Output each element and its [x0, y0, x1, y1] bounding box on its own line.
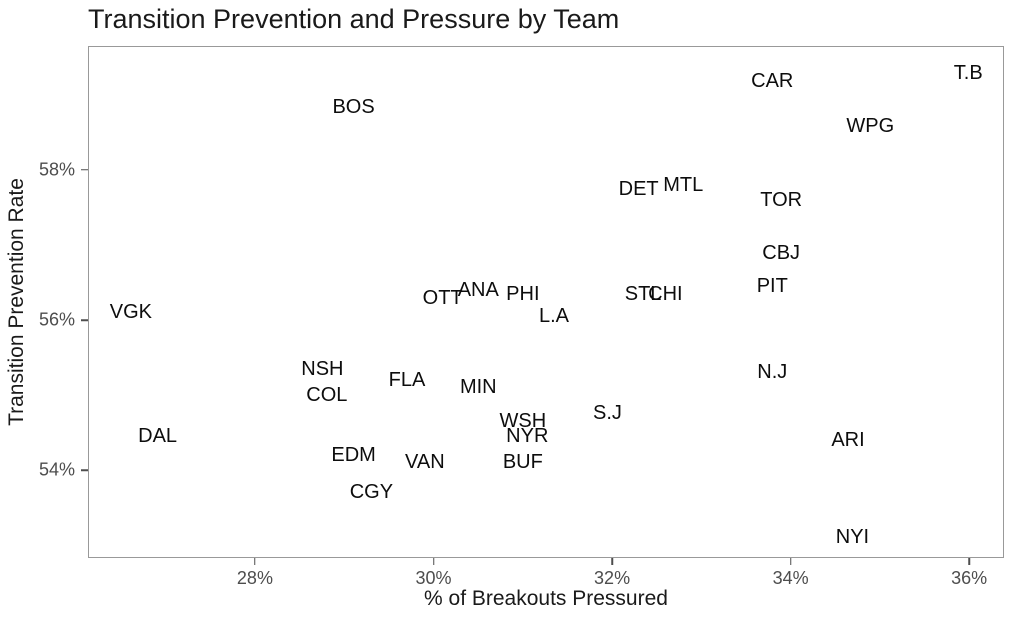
x-tick-label: 28% [236, 568, 273, 588]
team-label-stl: STL [624, 282, 662, 305]
team-label-det: DET [618, 178, 659, 201]
team-label-sj: S.J [593, 402, 622, 425]
x-tick-mark [789, 558, 792, 565]
team-label-cgy: CGY [349, 480, 394, 503]
y-tick-mark [81, 319, 88, 321]
team-label-wpg: WPG [846, 114, 895, 137]
team-label-buf: BUF [502, 451, 543, 474]
team-label-phi: PHI [506, 282, 540, 305]
chart-title: Transition Prevention and Pressure by Te… [88, 4, 620, 34]
x-tick-mark [254, 558, 256, 565]
team-label-col: COL [306, 383, 348, 406]
team-label-mtl: MTL [663, 174, 704, 197]
plot-panel: T.B CAR BOS WPG MTL DET TOR CBJ PIT STL CHI ANA PHI O… [88, 46, 1004, 558]
y-axis: 54% 56% 58% [0, 46, 88, 558]
team-label-ari: ARI [831, 428, 865, 451]
team-label-fla: FLA [388, 368, 426, 391]
y-tick-label: 58% [38, 159, 75, 180]
team-label-nyr: NYR [506, 424, 549, 447]
team-label-tor: TOR [760, 189, 803, 212]
team-label-edm: EDM [331, 443, 376, 466]
team-label-bos: BOS [332, 95, 375, 118]
x-tick-label: 34% [772, 568, 809, 588]
team-label-la: L.A [539, 305, 570, 328]
x-tick-label: 36% [951, 568, 988, 588]
team-label-wsh: WSH [499, 409, 547, 432]
x-tick-label: 32% [594, 568, 631, 588]
x-tick-mark [611, 558, 613, 565]
y-tick-mark [81, 469, 88, 471]
y-tick-label: 54% [38, 459, 75, 480]
x-axis: 28% 30% 32% 34% 36% [88, 558, 1004, 600]
team-label-cbj: CBJ [762, 241, 801, 264]
team-label-ott: OTT [422, 286, 463, 309]
team-label-tb: T.B [953, 62, 983, 85]
team-label-nsh: NSH [301, 357, 344, 380]
team-label-ana: ANA [457, 279, 499, 302]
team-label-nj: N.J [757, 361, 788, 384]
team-label-pit: PIT [756, 275, 788, 298]
y-tick-label: 56% [38, 309, 75, 330]
y-axis-title: Transition Prevention Rate [5, 178, 28, 426]
y-tick-mark [81, 169, 88, 171]
team-label-min: MIN [459, 376, 497, 399]
team-label-chi: CHI [648, 282, 683, 305]
x-axis-title: % of Breakouts Pressured [424, 587, 668, 610]
team-label-nyi: NYI [835, 525, 870, 548]
team-label-vgk: VGK [109, 301, 152, 324]
team-label-van: VAN [405, 451, 445, 474]
x-tick-label: 30% [415, 568, 452, 588]
x-tick-mark [432, 558, 435, 565]
team-label-car: CAR [751, 69, 794, 92]
team-label-dal: DAL [138, 424, 178, 447]
x-tick-mark [968, 558, 970, 565]
